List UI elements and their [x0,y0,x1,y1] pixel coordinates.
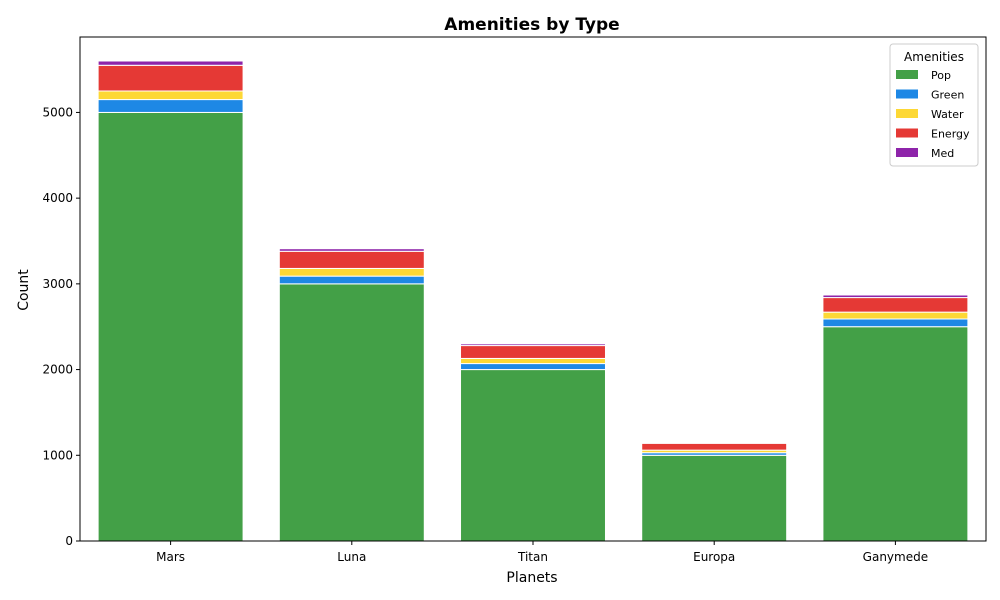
bar-energy-titan [460,345,606,359]
y-tick-label: 5000 [42,105,73,119]
x-axis-label: Planets [506,570,557,586]
legend-label-pop: Pop [931,69,951,82]
bar-med-europa [641,441,788,444]
legend-swatch-green [896,89,918,99]
bar-water-luna [278,267,425,277]
bar-green-titan [460,363,606,371]
legend-label-water: Water [931,108,964,121]
bar-energy-mars [97,64,244,92]
bar-energy-luna [278,250,425,269]
bar-water-mars [97,90,244,101]
x-tick-label-europa: Europa [693,550,735,564]
bar-water-titan [460,357,606,365]
y-tick-label: 1000 [42,448,73,462]
bar-pop-luna [278,283,425,542]
legend-swatch-med [896,148,918,157]
x-tick-label-mars: Mars [156,550,185,564]
y-tick-label: 3000 [42,277,73,291]
bar-green-ganymede [822,318,969,328]
legend-swatch-pop [896,70,918,79]
x-tick-label-luna: Luna [337,550,366,564]
y-tick-label: 4000 [42,191,73,205]
bar-pop-titan [460,369,606,542]
bar-med-ganymede [822,294,969,299]
bar-green-luna [278,275,425,285]
y-axis-label: Count [16,269,32,311]
legend: Amenities Pop Green Water Energy Med [889,43,979,167]
bar-med-luna [278,248,425,252]
bar-pop-europa [641,454,788,542]
x-tick-label-ganymede: Ganymede [863,550,928,564]
bar-energy-ganymede [822,297,969,313]
bars-group [97,60,969,542]
legend-label-green: Green [931,89,964,102]
bar-water-ganymede [822,311,969,320]
bar-med-titan [460,343,606,347]
x-tick-label-titan: Titan [517,550,548,564]
y-tick-label: 2000 [42,363,73,377]
bar-pop-mars [97,111,244,542]
bar-green-mars [97,99,244,113]
legend-swatch-water [896,109,918,118]
y-tick-label: 0 [65,534,73,548]
legend-title: Amenities [904,50,964,64]
bar-pop-ganymede [822,326,969,542]
legend-label-med: Med [931,147,954,160]
bar-energy-europa [641,442,788,451]
legend-swatch-energy [896,128,918,138]
axes-group: 0 1000 2000 3000 4000 5000 Mars Luna Titan Europa… [42,36,987,564]
legend-label-energy: Energy [931,128,970,141]
chart-title: Amenities by Type [444,15,619,35]
bar-med-mars [97,60,244,66]
